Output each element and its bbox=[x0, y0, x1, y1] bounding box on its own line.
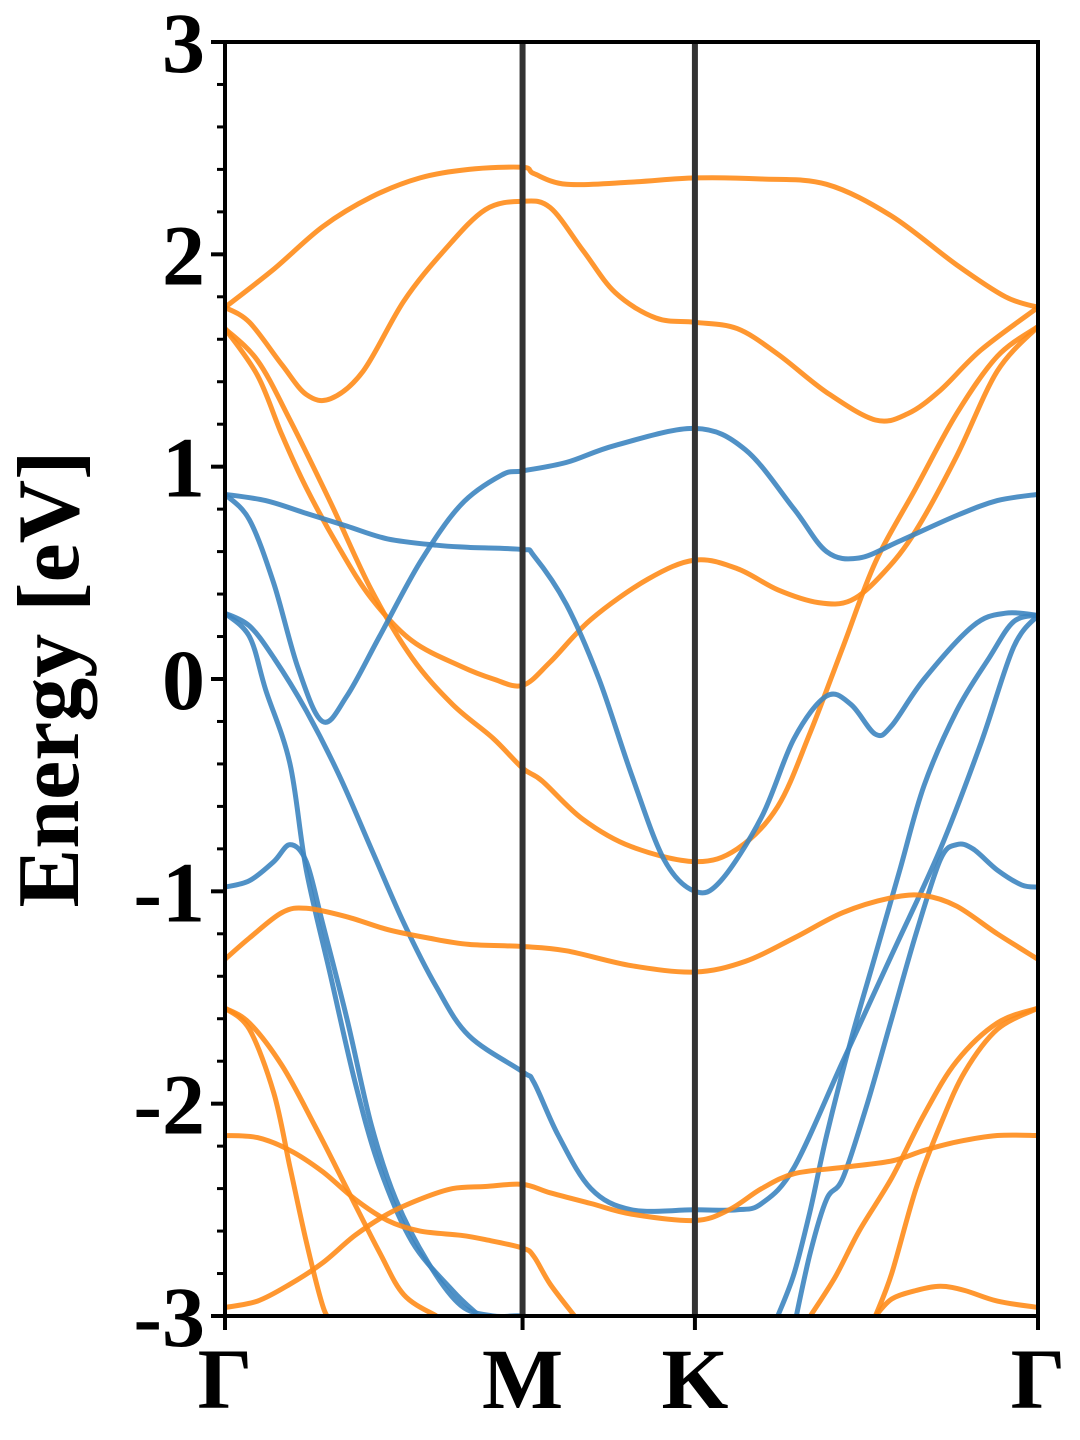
y-axis-ticks: -3 -2 -1 0 1 2 3 bbox=[133, 0, 225, 1365]
blue-band-6 bbox=[225, 610, 1038, 1214]
orange-band-0 bbox=[225, 164, 1038, 310]
orange-band-16 bbox=[808, 1005, 1038, 1316]
y-tick-label: -1 bbox=[133, 844, 205, 940]
x-tick-label-M: M bbox=[482, 1331, 563, 1427]
x-tick-label-Γ: Γ bbox=[1011, 1331, 1066, 1427]
x-tick-label-K: K bbox=[661, 1331, 728, 1427]
blue-band-7 bbox=[225, 611, 479, 1316]
y-tick-label: 3 bbox=[162, 0, 205, 91]
band-lines bbox=[225, 164, 1038, 1316]
orange-band-14 bbox=[225, 1006, 331, 1316]
y-tick-label: 1 bbox=[162, 420, 205, 516]
orange-band-18 bbox=[873, 1283, 1038, 1316]
blue-band-5 bbox=[225, 425, 1038, 725]
orange-band-13 bbox=[225, 1133, 577, 1316]
orange-band-3 bbox=[225, 324, 1038, 689]
y-tick-label: 2 bbox=[162, 207, 205, 303]
x-tick-label-Γ: Γ bbox=[198, 1331, 253, 1427]
orange-band-15 bbox=[225, 1132, 1038, 1310]
orange-band-1 bbox=[225, 198, 1038, 424]
orange-band-2 bbox=[225, 324, 1038, 865]
y-tick-label: 0 bbox=[162, 632, 205, 728]
blue-band-10 bbox=[793, 841, 1038, 1316]
orange-band-12 bbox=[225, 1005, 438, 1316]
orange-band-11 bbox=[225, 892, 1038, 975]
blue-band-8 bbox=[775, 612, 1038, 1316]
orange-band-17 bbox=[873, 1005, 1038, 1316]
y-tick-label: -3 bbox=[133, 1269, 205, 1365]
blue-band-4 bbox=[225, 491, 1038, 896]
y-tick-label: -2 bbox=[133, 1057, 205, 1153]
y-axis-label: Energy [eV] bbox=[1, 451, 98, 908]
high-symmetry-lines bbox=[519, 42, 698, 1316]
